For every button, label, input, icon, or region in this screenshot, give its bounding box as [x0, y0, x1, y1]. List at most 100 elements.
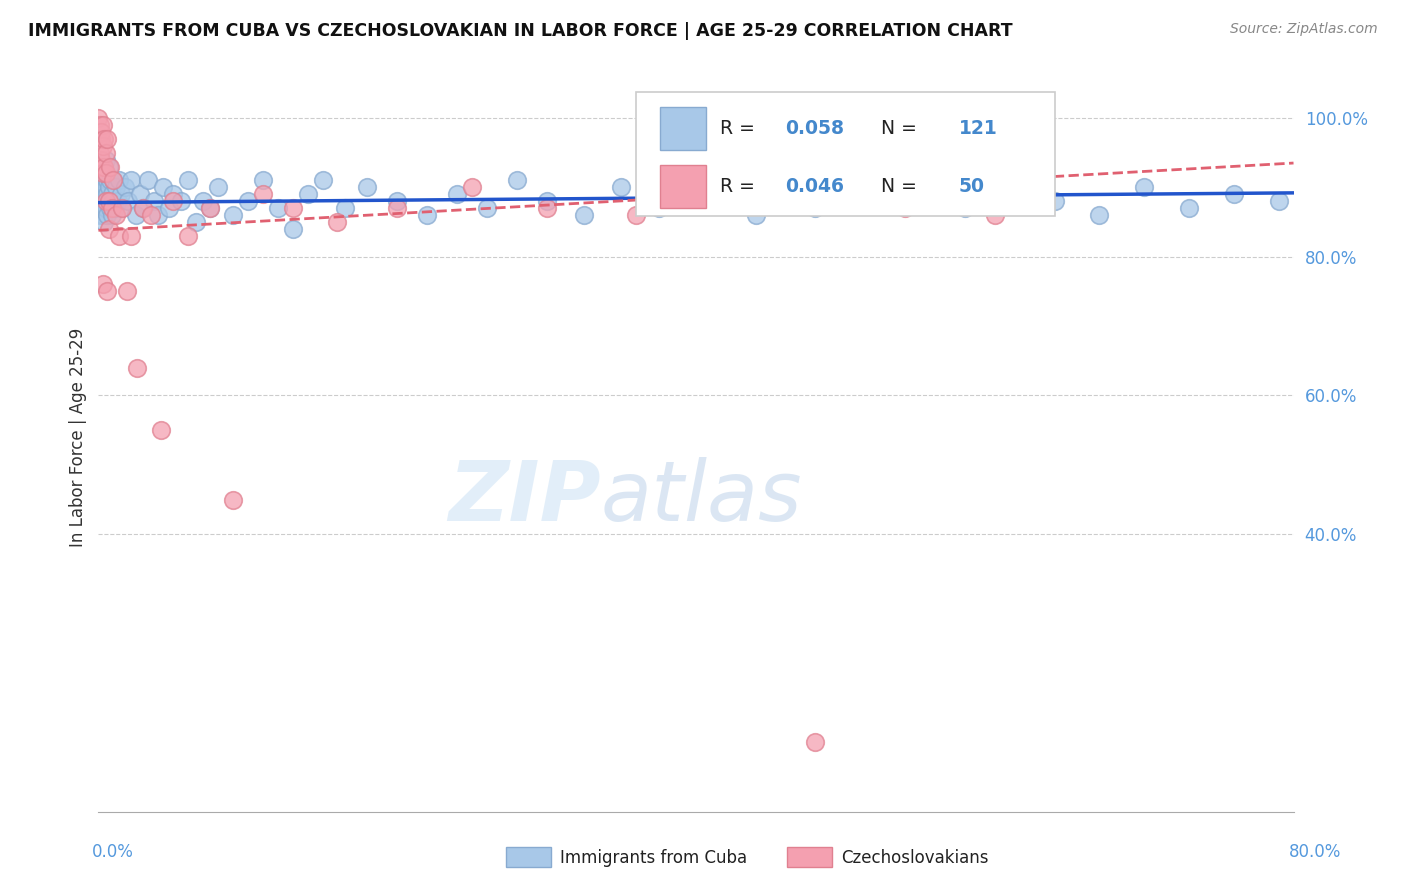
- Point: [94, 166, 117, 180]
- Point: [90, 201, 112, 215]
- Point: [91, 160, 114, 174]
- Point: [139, 208, 162, 222]
- Point: [91, 208, 114, 222]
- Text: ZIP: ZIP: [447, 457, 600, 538]
- Point: [157, 201, 180, 215]
- Point: [89, 145, 111, 160]
- Point: [117, 194, 139, 209]
- Point: [93, 173, 115, 187]
- Point: [129, 187, 152, 202]
- Point: [252, 187, 274, 202]
- Text: R =: R =: [720, 120, 761, 138]
- Point: [107, 194, 129, 209]
- Point: [685, 187, 707, 202]
- Point: [103, 194, 125, 209]
- Point: [834, 180, 856, 194]
- Point: [120, 228, 142, 243]
- Point: [90, 194, 112, 209]
- Point: [89, 153, 111, 167]
- Point: [87, 132, 110, 146]
- Point: [96, 208, 118, 222]
- Text: Czechoslovakians: Czechoslovakians: [841, 849, 988, 867]
- Point: [104, 201, 127, 215]
- Point: [281, 222, 304, 236]
- Point: [94, 194, 117, 209]
- Point: [297, 187, 319, 202]
- Point: [506, 173, 529, 187]
- Point: [115, 285, 138, 299]
- Point: [90, 125, 112, 139]
- Point: [93, 215, 115, 229]
- Point: [103, 173, 125, 187]
- Point: [89, 132, 111, 146]
- Point: [908, 187, 931, 202]
- Point: [91, 194, 114, 209]
- Point: [236, 194, 259, 209]
- Point: [1133, 180, 1156, 194]
- Point: [132, 201, 155, 215]
- Point: [94, 145, 117, 160]
- Point: [714, 173, 737, 187]
- Point: [169, 194, 191, 209]
- FancyBboxPatch shape: [661, 107, 706, 151]
- Point: [200, 201, 222, 215]
- Point: [177, 228, 200, 243]
- Point: [953, 201, 976, 215]
- Text: 0.046: 0.046: [786, 178, 845, 196]
- Point: [96, 132, 118, 146]
- Point: [97, 180, 120, 194]
- Point: [222, 492, 245, 507]
- Text: 50: 50: [959, 178, 984, 196]
- Point: [93, 160, 115, 174]
- Text: N =: N =: [869, 120, 924, 138]
- Point: [94, 194, 117, 209]
- Point: [1178, 201, 1201, 215]
- Point: [1298, 208, 1320, 222]
- Point: [101, 201, 124, 215]
- Point: [87, 180, 110, 194]
- Point: [385, 194, 409, 209]
- Point: [152, 180, 174, 194]
- Point: [110, 187, 132, 202]
- Text: Source: ZipAtlas.com: Source: ZipAtlas.com: [1230, 22, 1378, 37]
- Point: [162, 187, 184, 202]
- Point: [98, 173, 122, 187]
- Point: [90, 153, 112, 167]
- Y-axis label: In Labor Force | Age 25-29: In Labor Force | Age 25-29: [69, 327, 87, 547]
- Point: [111, 201, 134, 215]
- Point: [90, 160, 112, 174]
- Point: [98, 201, 122, 215]
- Point: [1357, 201, 1379, 215]
- Point: [90, 166, 112, 180]
- Point: [97, 222, 120, 236]
- Point: [326, 215, 349, 229]
- Point: [647, 201, 669, 215]
- Point: [1223, 187, 1246, 202]
- Point: [162, 194, 184, 209]
- Point: [93, 201, 115, 215]
- Point: [281, 201, 304, 215]
- Point: [142, 194, 165, 209]
- Point: [90, 180, 112, 194]
- Text: N =: N =: [869, 178, 924, 196]
- Point: [91, 118, 114, 132]
- Point: [1386, 180, 1406, 194]
- Point: [105, 208, 128, 222]
- Point: [191, 194, 214, 209]
- Text: atlas: atlas: [600, 457, 801, 538]
- Point: [222, 208, 245, 222]
- Point: [998, 173, 1021, 187]
- Point: [89, 173, 111, 187]
- Point: [108, 173, 131, 187]
- Point: [1267, 194, 1289, 209]
- Point: [626, 208, 648, 222]
- Point: [94, 201, 117, 215]
- Point: [89, 160, 111, 174]
- Point: [96, 173, 118, 187]
- Point: [94, 180, 117, 194]
- Point: [105, 180, 128, 194]
- Point: [89, 187, 111, 202]
- Point: [184, 215, 207, 229]
- Point: [91, 187, 114, 202]
- Point: [475, 201, 498, 215]
